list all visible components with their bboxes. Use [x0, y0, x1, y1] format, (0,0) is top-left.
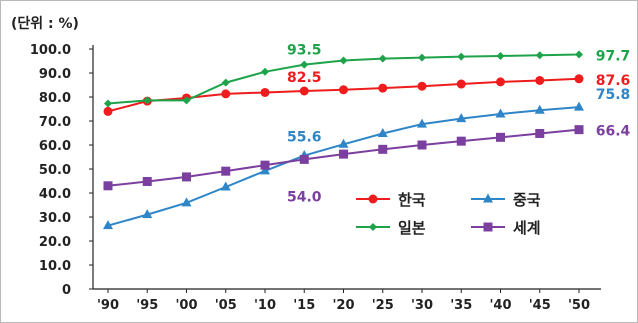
- data-point-korea: [339, 85, 348, 95]
- data-label-china: 55.6: [287, 130, 322, 146]
- x-tick-label: '00: [175, 298, 197, 313]
- data-point-world: [142, 176, 152, 186]
- data-point-japan: [575, 50, 583, 59]
- x-tick-label: '25: [372, 298, 394, 313]
- data-label-korea: 87.6: [596, 73, 631, 89]
- data-point-china: [534, 104, 545, 114]
- data-point-world: [496, 132, 505, 142]
- data-point-japan: [496, 51, 505, 60]
- x-tick-label: '90: [97, 298, 119, 313]
- data-point-china: [181, 197, 192, 207]
- data-point-japan: [339, 56, 348, 65]
- data-point-korea: [417, 81, 427, 91]
- x-tick-label: '45: [529, 298, 551, 313]
- x-tick-label: '20: [332, 298, 354, 313]
- legend-marker-world: [483, 222, 493, 232]
- data-point-world: [299, 154, 309, 164]
- x-tick-label: '30: [411, 298, 433, 313]
- y-tick-label: 100.0: [30, 43, 71, 58]
- data-point-world: [339, 149, 348, 159]
- data-point-china: [495, 108, 506, 118]
- data-point-china: [103, 220, 113, 230]
- series-line-korea: [107, 77, 580, 113]
- legend-marker-japan: [369, 223, 377, 231]
- series-line-china: [107, 106, 580, 227]
- y-tick-label: 90.0: [39, 67, 71, 82]
- y-tick-label: 40.0: [39, 187, 71, 202]
- legend-label-korea: 한국: [398, 191, 426, 209]
- data-point-world: [535, 128, 545, 138]
- data-point-japan: [457, 52, 466, 61]
- y-tick-label: 80.0: [39, 91, 71, 106]
- data-label-japan: 93.5: [287, 43, 322, 59]
- y-tick-label: 70.0: [39, 115, 71, 130]
- legend-label-china: 중국: [513, 191, 541, 209]
- data-label-japan: 97.7: [596, 49, 631, 65]
- y-tick-label: 50.0: [39, 163, 71, 178]
- data-point-world: [574, 125, 584, 135]
- x-tick-label: '35: [450, 298, 472, 313]
- data-point-china: [377, 127, 388, 137]
- y-tick-label: 30.0: [39, 211, 71, 226]
- data-point-japan: [143, 96, 152, 105]
- data-point-world: [221, 166, 231, 176]
- data-point-world: [260, 160, 270, 170]
- x-tick-label: '15: [293, 298, 315, 313]
- data-point-china: [417, 118, 427, 128]
- data-point-korea: [535, 75, 545, 85]
- data-point-japan: [261, 67, 269, 76]
- data-point-japan: [221, 78, 230, 87]
- data-point-china: [574, 101, 584, 111]
- data-point-japan: [418, 53, 426, 62]
- data-point-korea: [574, 74, 584, 84]
- data-point-japan: [104, 99, 112, 108]
- y-tick-label: 10.0: [39, 259, 71, 274]
- data-label-world: 66.4: [596, 124, 631, 140]
- data-point-china: [338, 138, 349, 148]
- x-tick-label: '50: [568, 298, 590, 313]
- data-point-korea: [260, 87, 270, 97]
- legend-label-japan: 일본: [398, 219, 426, 237]
- data-label-world: 54.0: [287, 189, 322, 205]
- data-point-japan: [300, 60, 309, 69]
- data-point-world: [417, 140, 427, 150]
- data-point-world: [182, 172, 191, 182]
- data-point-world: [378, 144, 388, 154]
- y-tick-label: 0: [62, 283, 71, 298]
- x-tick-label: '95: [136, 298, 158, 313]
- x-tick-label: '40: [489, 298, 511, 313]
- data-point-china: [260, 165, 270, 175]
- data-point-world: [103, 181, 113, 191]
- data-point-korea: [221, 89, 231, 99]
- data-point-japan: [378, 54, 387, 63]
- data-point-world: [456, 136, 466, 146]
- data-point-japan: [182, 96, 191, 105]
- data-label-china: 75.8: [596, 87, 631, 103]
- unit-label: (단위 : %): [11, 16, 79, 32]
- legend-marker-korea: [368, 194, 378, 204]
- data-point-china: [220, 181, 231, 191]
- data-point-korea: [299, 86, 309, 96]
- data-point-china: [456, 113, 467, 123]
- data-point-korea: [456, 79, 466, 89]
- data-point-japan: [535, 51, 544, 60]
- data-point-korea: [378, 83, 388, 93]
- x-tick-label: '05: [215, 298, 237, 313]
- y-tick-label: 20.0: [39, 235, 71, 250]
- data-point-china: [142, 209, 153, 219]
- data-point-korea: [496, 77, 505, 87]
- legend-label-world: 세계: [513, 219, 541, 237]
- y-tick-label: 60.0: [39, 139, 71, 154]
- data-label-korea: 82.5: [287, 70, 322, 86]
- legend-marker-china: [483, 193, 493, 203]
- x-tick-label: '10: [254, 298, 276, 313]
- data-point-korea: [103, 106, 113, 116]
